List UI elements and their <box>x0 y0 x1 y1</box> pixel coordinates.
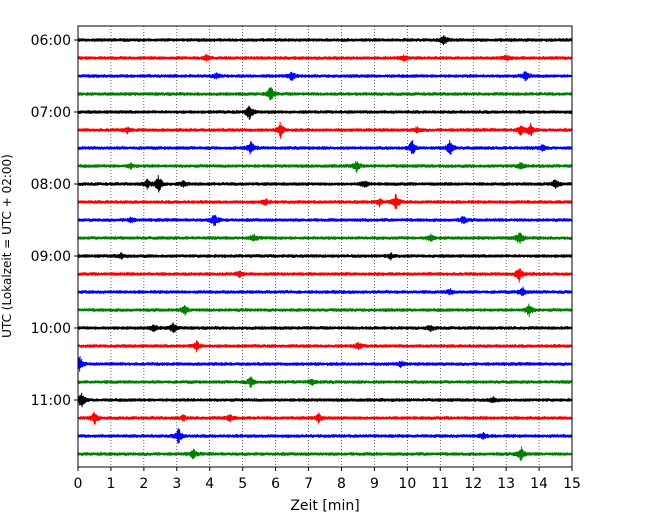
trace-line <box>77 35 573 46</box>
x-tick-label: 13 <box>497 476 515 492</box>
y-tick-label: 07:00 <box>31 105 71 121</box>
x-axis: 0 1 2 3 4 5 6 7 8 9 10 11 12 13 14 15 <box>74 467 581 492</box>
trace-line <box>77 139 573 155</box>
x-tick-label: 14 <box>530 476 548 492</box>
trace-line <box>77 214 573 227</box>
trace-line <box>77 71 573 82</box>
x-tick-label: 8 <box>337 476 346 492</box>
trace-line <box>77 356 573 372</box>
x-tick-label: 15 <box>563 476 581 492</box>
trace-line <box>77 175 573 193</box>
trace-line <box>77 268 573 283</box>
y-tick-label: 06:00 <box>31 33 71 49</box>
x-tick-label: 1 <box>106 476 115 492</box>
y-tick-label: 08:00 <box>31 177 71 193</box>
trace-line <box>77 87 573 101</box>
plot-background <box>78 26 572 467</box>
y-axis: 06:00 07:00 08:00 09:00 10:00 11:00 <box>31 33 78 409</box>
trace-line <box>77 322 573 333</box>
trace-group <box>77 35 573 462</box>
x-tick-label: 10 <box>398 476 416 492</box>
x-tick-label: 9 <box>370 476 379 492</box>
trace-line <box>77 340 573 353</box>
x-tick-label: 5 <box>238 476 247 492</box>
x-tick-label: 7 <box>304 476 313 492</box>
trace-line <box>77 392 573 408</box>
x-tick-label: 6 <box>271 476 280 492</box>
trace-line <box>77 428 573 444</box>
plot-frame <box>77 25 573 468</box>
trace-line <box>77 286 573 297</box>
x-tick-label: 12 <box>464 476 482 492</box>
y-tick-label: 10:00 <box>31 321 71 337</box>
trace-line <box>77 105 573 120</box>
y-tick-label: 09:00 <box>31 249 71 265</box>
trace-line <box>77 303 573 318</box>
trace-line <box>77 232 573 244</box>
trace-line <box>77 411 573 425</box>
trace-line <box>77 193 573 210</box>
y-axis-label: UTC (Lokalzeit = UTC + 02:00) <box>0 154 14 338</box>
x-tick-label: 4 <box>205 476 214 492</box>
x-tick-label: 0 <box>74 476 83 492</box>
trace-line <box>77 54 573 63</box>
x-tick-label: 11 <box>431 476 449 492</box>
x-tick-label: 2 <box>139 476 148 492</box>
x-axis-label: Zeit [min] <box>290 498 359 514</box>
trace-line <box>77 121 573 139</box>
trace-line <box>77 376 573 388</box>
trace-line <box>77 252 573 261</box>
x-tick-label: 3 <box>172 476 181 492</box>
trace-line <box>77 160 573 174</box>
trace-line <box>77 446 573 462</box>
y-tick-label: 11:00 <box>31 393 71 409</box>
